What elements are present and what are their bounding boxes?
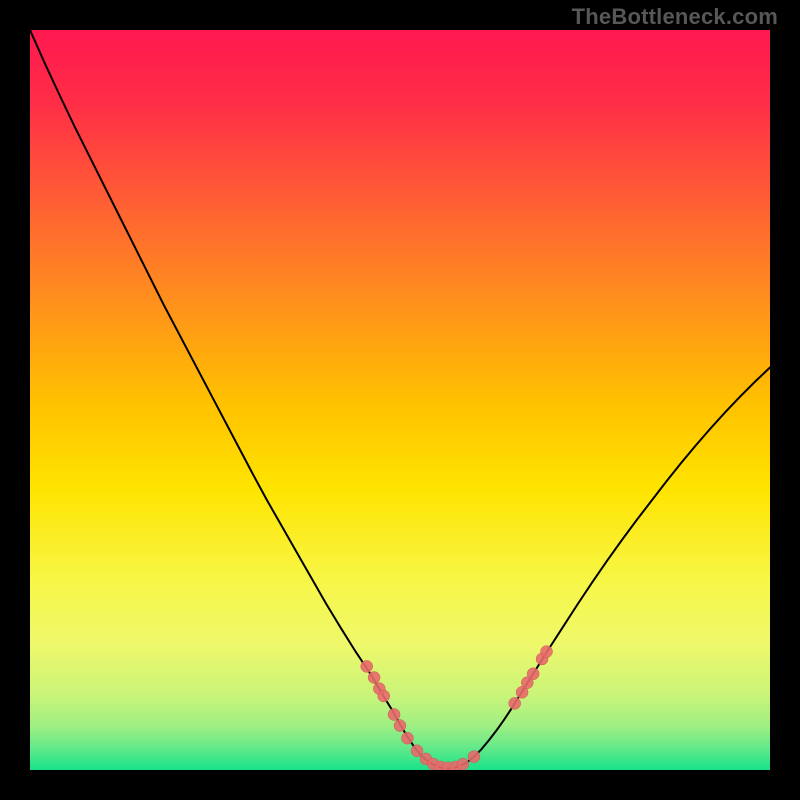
marker-point [368, 672, 380, 684]
marker-point [388, 709, 400, 721]
marker-point [468, 751, 480, 763]
gradient-background [30, 30, 770, 770]
marker-point [394, 720, 406, 732]
marker-point [457, 758, 469, 770]
attribution-text: TheBottleneck.com [572, 4, 778, 30]
plot-area [30, 30, 770, 770]
marker-point [401, 732, 413, 744]
marker-point [361, 660, 373, 672]
marker-point [541, 646, 553, 658]
marker-point [527, 668, 539, 680]
marker-point [378, 690, 390, 702]
plot-svg [30, 30, 770, 770]
marker-point [509, 697, 521, 709]
